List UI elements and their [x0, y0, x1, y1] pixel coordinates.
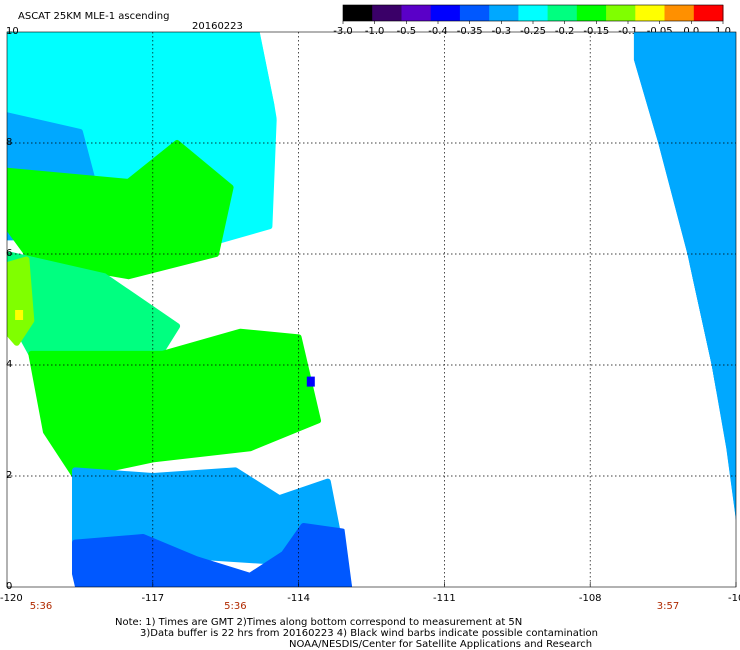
colorbar-label: -0.2	[555, 26, 575, 37]
colorbar-swatch	[489, 5, 519, 21]
plot-frame	[6, 31, 737, 588]
y-tick-label: 8	[6, 137, 12, 148]
y-tick-label: 0	[6, 581, 12, 592]
wind-region	[28, 328, 321, 479]
x-tick-label: -105	[728, 593, 740, 604]
colorbar-label: -0.35	[457, 26, 483, 37]
colorbar-swatch	[518, 5, 549, 21]
y-tick-label: 4	[6, 359, 12, 370]
swath-time-label: 5:36	[224, 601, 246, 612]
x-tick-label: -114	[287, 593, 310, 604]
colorbar-swatch	[459, 5, 490, 21]
colorbar-swatch	[693, 5, 724, 21]
colorbar-label: -0.25	[520, 26, 546, 37]
swath-layer	[7, 32, 736, 587]
colorbar-label: -0.05	[647, 26, 673, 37]
time-labels: 5:36 5:36 3:57	[30, 601, 679, 612]
swath-time-label: 3:57	[657, 601, 679, 612]
colorbar: -3.0 -1.0 -0.5 -0.4 -0.35 -0.3 -0.25 -0.2 -0.15-…	[333, 4, 731, 37]
colorbar-label: -3.0	[333, 26, 353, 37]
chart-title: ASCAT 25KM MLE-1 ascending	[18, 11, 169, 22]
colorbar-swatch	[401, 5, 432, 21]
wind-region	[7, 256, 35, 346]
swath-time-label: 5:36	[30, 601, 52, 612]
note-line-2: 3)Data buffer is 22 hrs from 20160223 4)…	[140, 628, 598, 639]
colorbar-swatch	[606, 5, 636, 21]
y-tick-label: 6	[6, 248, 12, 259]
grid-lines	[7, 32, 736, 587]
note-line-1: Note: 1) Times are GMT 2)Times along bot…	[115, 617, 522, 628]
colorbar-label: -0.4	[428, 26, 448, 37]
colorbar-label: -0.5	[397, 26, 417, 37]
swath	[7, 32, 353, 587]
wind-cell	[306, 376, 315, 387]
wind-region	[72, 523, 353, 587]
colorbar-swatch	[635, 5, 665, 21]
colorbar-swatch	[372, 5, 402, 21]
chart-date: 20160223	[192, 21, 243, 32]
colorbar-swatch	[664, 5, 695, 21]
colorbar-swatch	[547, 5, 578, 21]
colorbar-label: 0.0	[683, 26, 699, 37]
colorbar-swatch	[576, 5, 607, 21]
colorbar-label: -0.3	[492, 26, 512, 37]
x-tick-label: -111	[433, 593, 456, 604]
note-line-3: NOAA/NESDIS/Center for Satellite Applica…	[289, 639, 592, 650]
y-tick-label: 2	[6, 470, 12, 481]
x-tick-label: -120	[0, 593, 23, 604]
swath	[633, 32, 736, 521]
colorbar-label: -1.0	[365, 26, 385, 37]
colorbar-swatch	[430, 5, 461, 21]
x-axis: -120 -117 -114 -111 -108 -105	[0, 582, 740, 604]
x-tick-label: -117	[141, 593, 164, 604]
wind-region	[689, 162, 736, 424]
colorbar-label: -0.15	[583, 26, 609, 37]
colorbar-label: 1.0	[715, 26, 731, 37]
colorbar-label: -0.1	[618, 26, 638, 37]
x-tick-label: -108	[579, 593, 602, 604]
colorbar-swatch	[343, 5, 373, 21]
wind-cell	[15, 310, 24, 320]
y-tick-label: 10	[6, 26, 19, 37]
y-axis: 0 2 4 6 8 10	[6, 26, 19, 592]
